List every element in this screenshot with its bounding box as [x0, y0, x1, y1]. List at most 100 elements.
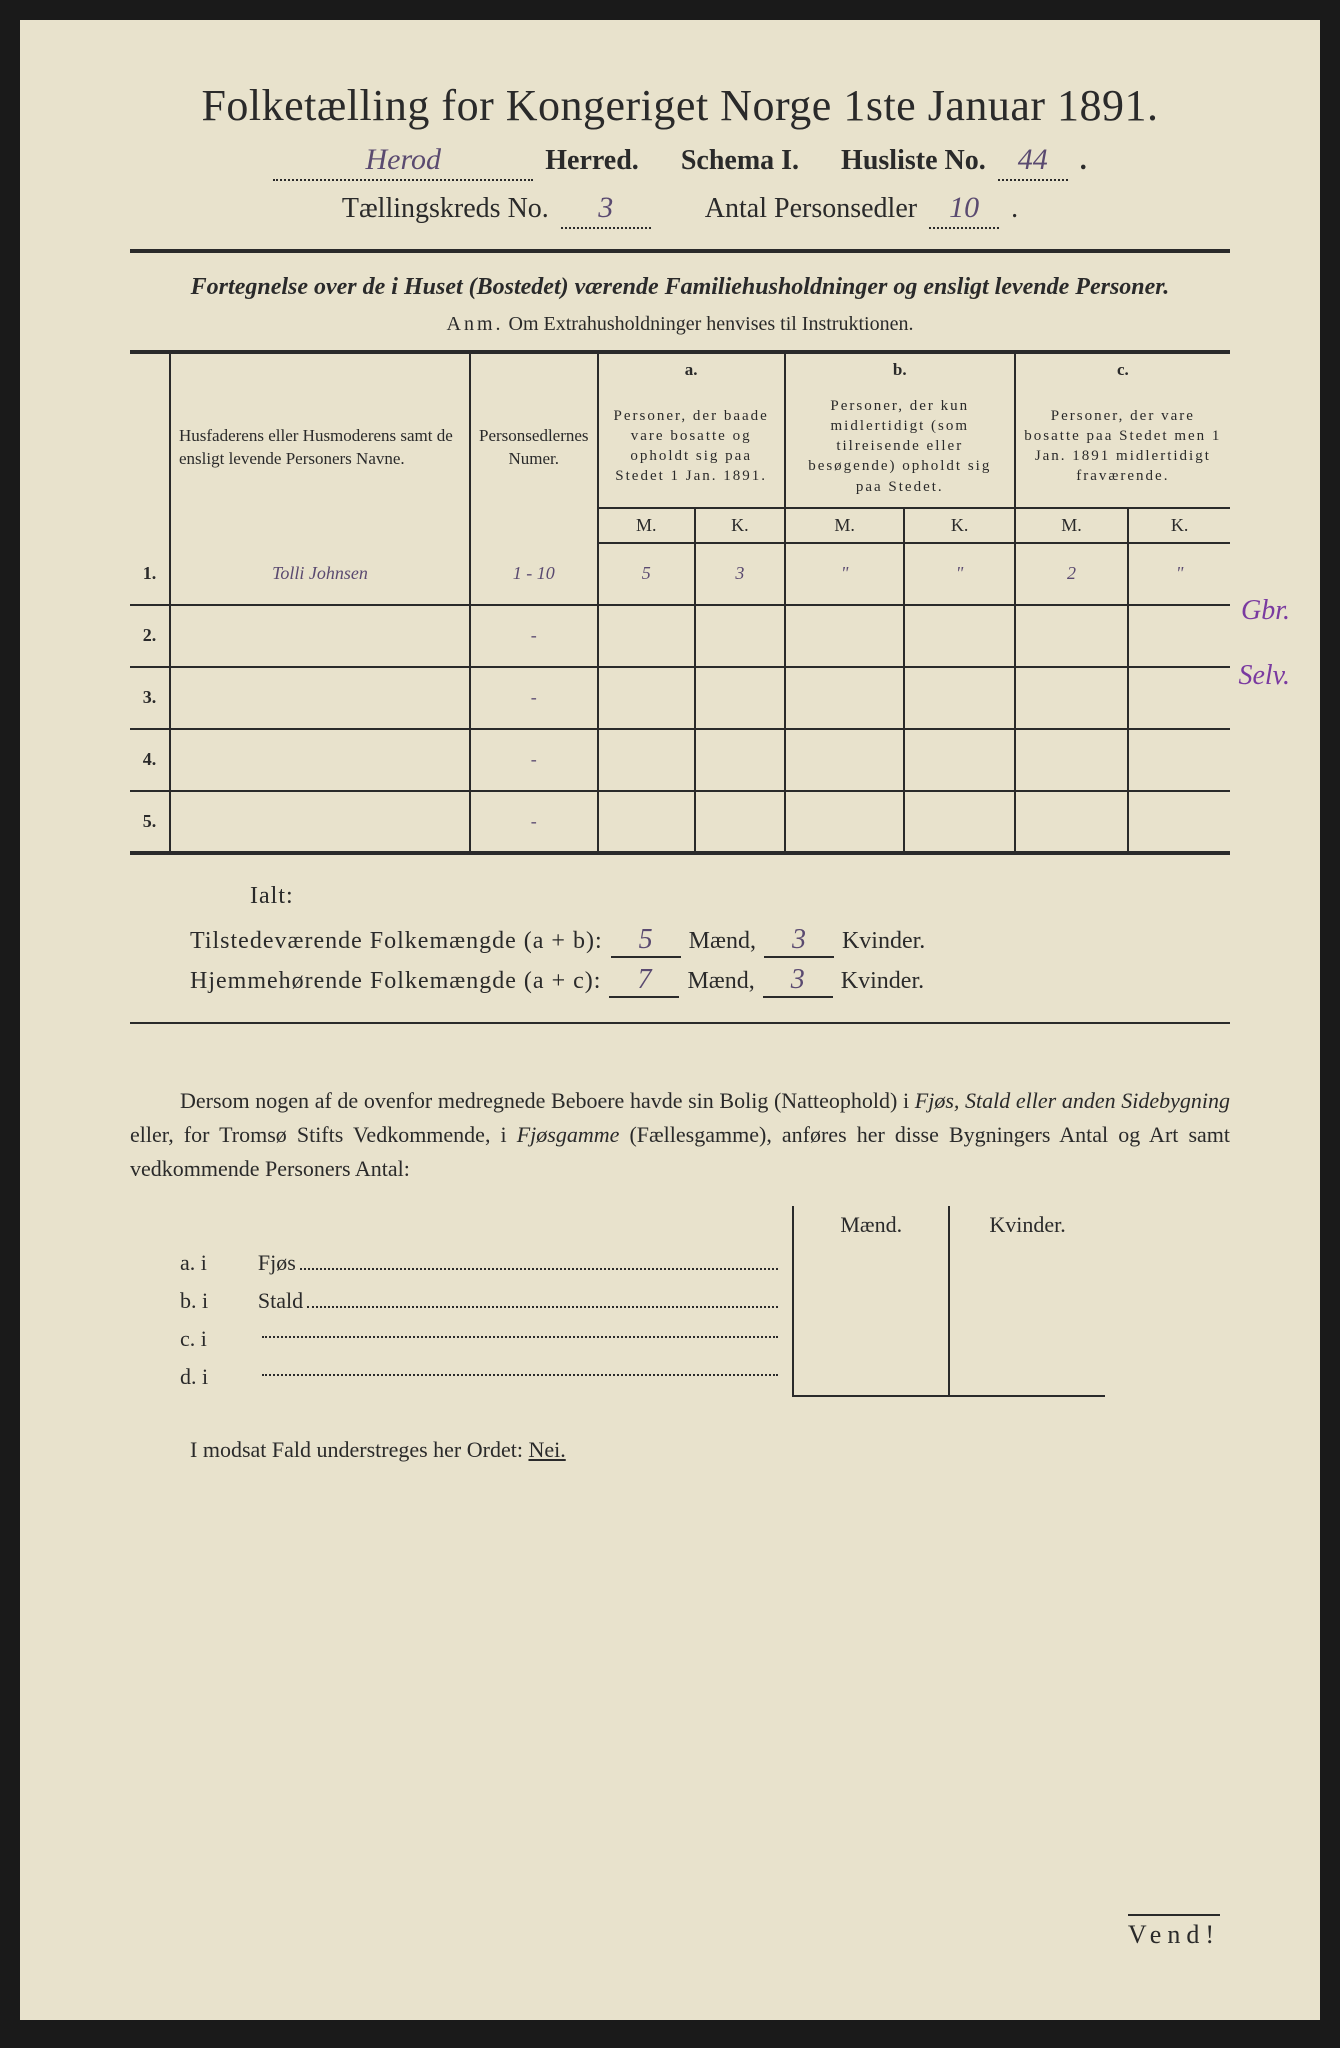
margin-note-1: Gbr. [1241, 595, 1290, 627]
herred-value: Herod [273, 143, 533, 181]
sub-kvinder: Kvinder. [949, 1206, 1105, 1244]
subheader: Fortegnelse over de i Huset (Bostedet) v… [130, 271, 1230, 305]
nei-word: Nei. [528, 1437, 565, 1462]
main-table: Husfaderens eller Husmoderens samt de en… [130, 350, 1230, 855]
row-number: 4. [130, 729, 170, 791]
divider [130, 249, 1230, 253]
maend-label-2: Mænd, [687, 968, 754, 995]
table-row: 5.- [130, 791, 1230, 853]
row-ck [1128, 791, 1230, 853]
sub-maend: Mænd. [793, 1206, 949, 1244]
sub-row-name [248, 1320, 793, 1358]
herred-label: Herred. [545, 145, 639, 177]
col-a-text: Personer, der baade vare bosatte og opho… [598, 386, 785, 508]
sub-row-k [949, 1320, 1105, 1358]
sum2-label: Hjemmehørende Folkemængde (a + c): [190, 968, 601, 995]
sum-line-1: Tilstedeværende Folkemængde (a + b): 5 M… [190, 924, 1230, 958]
maend-label: Mænd, [689, 928, 756, 955]
nei-line: I modsat Fald understreges her Ordet: Ne… [190, 1437, 1230, 1463]
sub-row-name: Fjøs [248, 1244, 793, 1282]
sub-row-m [793, 1282, 949, 1320]
row-bk [904, 791, 1014, 853]
census-form-page: Folketælling for Kongeriget Norge 1ste J… [20, 20, 1320, 2020]
col-a-m: M. [598, 508, 695, 543]
row-am [598, 791, 695, 853]
sum2-k: 3 [763, 964, 833, 998]
row-bk [904, 667, 1014, 729]
row-bm [785, 667, 905, 729]
header-line-2: Tællingskreds No. 3 Antal Personsedler 1… [130, 191, 1230, 229]
sum1-m: 5 [611, 924, 681, 958]
row-ak [695, 791, 785, 853]
col-c-label: c. [1015, 352, 1230, 386]
row-number: 3. [130, 667, 170, 729]
sub-row-label: d. i [170, 1358, 248, 1396]
sub-row-m [793, 1358, 949, 1396]
col-b-m: M. [785, 508, 905, 543]
sub-row-k [949, 1244, 1105, 1282]
sum-line-2: Hjemmehørende Folkemængde (a + c): 7 Mæn… [190, 964, 1230, 998]
col-c-k: K. [1128, 508, 1230, 543]
antal-label: Antal Personsedler [705, 193, 917, 225]
row-bm [785, 729, 905, 791]
row-ak [695, 667, 785, 729]
row-ck: " [1128, 543, 1230, 605]
col-numer-header: Personsedlernes Numer. [470, 352, 598, 543]
paragraph: Dersom nogen af de ovenfor medregnede Be… [130, 1084, 1230, 1186]
row-cm [1015, 605, 1129, 667]
col-b-text: Personer, der kun midlertidigt (som tilr… [785, 386, 1015, 508]
sub-row-label: c. i [170, 1320, 248, 1358]
anm-line: Anm. Om Extrahusholdninger henvises til … [130, 313, 1230, 336]
row-numer: 1 - 10 [470, 543, 598, 605]
col-a-label: a. [598, 352, 785, 386]
ialt-label: Ialt: [250, 883, 1230, 910]
sub-row-k [949, 1358, 1105, 1396]
row-ak [695, 729, 785, 791]
sum1-k: 3 [764, 924, 834, 958]
sub-row-m [793, 1244, 949, 1282]
kreds-value: 3 [561, 191, 651, 229]
col-rownum [130, 352, 170, 543]
anm-label: Anm. [447, 313, 504, 335]
sub-row-label: b. i [170, 1282, 248, 1320]
row-cm [1015, 667, 1129, 729]
row-bm [785, 791, 905, 853]
row-cm: 2 [1015, 543, 1129, 605]
row-number: 1. [130, 543, 170, 605]
sub-table-row: d. i [170, 1358, 1105, 1396]
row-name [170, 729, 470, 791]
table-row: 4.- [130, 729, 1230, 791]
row-cm [1015, 791, 1129, 853]
col-b-label: b. [785, 352, 1015, 386]
row-name [170, 605, 470, 667]
row-ck [1128, 605, 1230, 667]
sum1-label: Tilstedeværende Folkemængde (a + b): [190, 928, 603, 955]
sub-row-label: a. i [170, 1244, 248, 1282]
table-row: 1.Tolli Johnsen1 - 1053""2" [130, 543, 1230, 605]
margin-note-2: Selv. [1238, 660, 1290, 692]
row-numer: - [470, 667, 598, 729]
antal-value: 10 [929, 191, 999, 229]
col-c-text: Personer, der vare bosatte paa Stedet me… [1015, 386, 1230, 508]
row-name: Tolli Johnsen [170, 543, 470, 605]
sub-row-m [793, 1320, 949, 1358]
husliste-label: Husliste No. [841, 145, 986, 177]
table-row: 2.- [130, 605, 1230, 667]
kreds-label: Tællingskreds No. [342, 193, 549, 225]
row-cm [1015, 729, 1129, 791]
page-title: Folketælling for Kongeriget Norge 1ste J… [130, 80, 1230, 131]
sub-table-row: a. iFjøs [170, 1244, 1105, 1282]
kvinder-label-2: Kvinder. [841, 968, 924, 995]
anm-text: Om Extrahusholdninger henvises til Instr… [509, 313, 914, 335]
row-am [598, 605, 695, 667]
sub-row-k [949, 1282, 1105, 1320]
row-bm: " [785, 543, 905, 605]
row-ak [695, 605, 785, 667]
vend-label: Vend! [1128, 1914, 1220, 1950]
schema-label: Schema I. [681, 145, 799, 177]
sub-table: Mænd. Kvinder. a. iFjøsb. iStaldc. id. i [170, 1206, 1105, 1397]
row-bm [785, 605, 905, 667]
sub-row-name: Stald [248, 1282, 793, 1320]
row-bk [904, 605, 1014, 667]
row-numer: - [470, 791, 598, 853]
